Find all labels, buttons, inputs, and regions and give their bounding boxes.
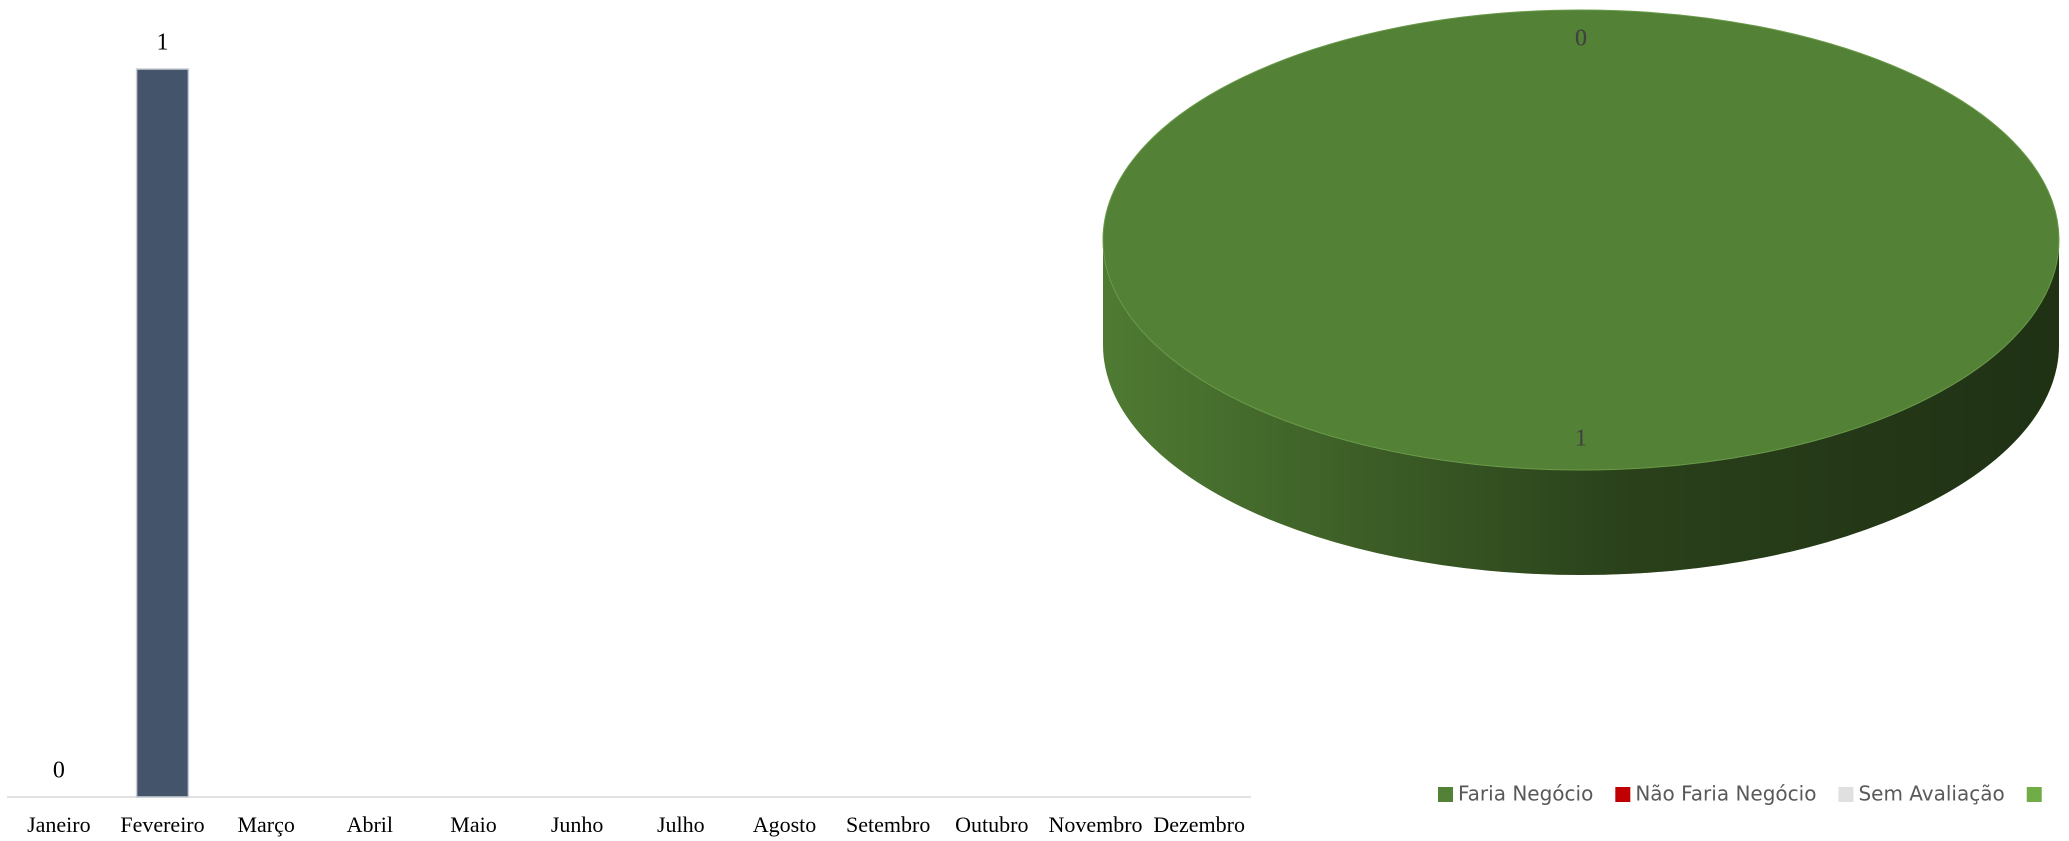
pie-side-shade [1103,240,2059,575]
x-tick-label: Agosto [753,812,817,837]
x-tick-label: Abril [347,812,393,837]
x-tick-label: Julho [657,812,705,837]
legend-swatch [1615,787,1631,802]
pie-slice [1102,9,2060,471]
data-label: 1 [157,30,169,56]
bar [135,68,190,798]
x-tick-label: Setembro [846,812,930,837]
x-tick-label: Março [237,812,294,837]
x-tick-label: Novembro [1048,812,1142,837]
legend-label: Sem Avaliação [1858,782,2004,806]
x-tick-label: Outubro [955,812,1028,837]
x-tick-label: Maio [450,812,496,837]
x-tick-label: Junho [551,812,604,837]
x-tick-label: Dezembro [1153,812,1245,837]
legend-label: Não Faria Negócio [1635,782,1816,806]
legend-swatch [1838,787,1854,802]
data-label: 0 [1575,25,1587,51]
legend-label: Faria Negócio [1458,782,1593,806]
data-label: 1 [1575,426,1587,452]
x-tick-label: Fevereiro [120,812,204,837]
data-label: 0 [1575,25,1587,51]
legend-swatch [1438,787,1453,802]
data-label: 0 [53,758,65,784]
x-tick-label: Janeiro [27,812,91,837]
legend-swatch [2026,787,2042,802]
